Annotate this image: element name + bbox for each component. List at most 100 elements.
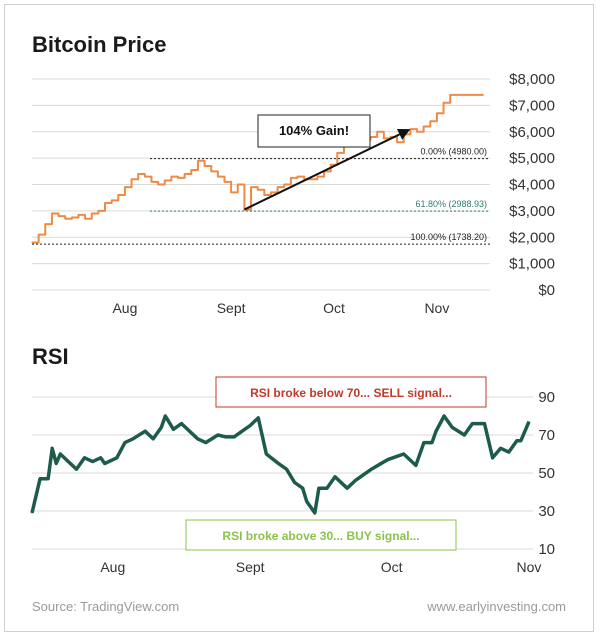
data-point xyxy=(508,451,510,453)
chart-frame xyxy=(4,4,594,632)
data-point xyxy=(83,457,86,459)
data-point xyxy=(483,423,486,425)
data-point xyxy=(270,191,272,194)
fib-0-label: 0.00% (4980.00) xyxy=(420,147,487,157)
data-point xyxy=(257,189,259,191)
data-point xyxy=(210,170,212,172)
y-tick-label: $4,000 xyxy=(509,177,555,194)
series-line xyxy=(30,414,531,515)
data-point xyxy=(164,415,166,417)
data-point xyxy=(442,102,445,104)
data-point xyxy=(386,459,389,461)
y-tick-label: 70 xyxy=(538,427,555,444)
data-point xyxy=(383,137,385,139)
data-point xyxy=(471,423,473,425)
data-point xyxy=(51,212,53,215)
x-tick-label: Nov xyxy=(424,300,449,316)
data-point xyxy=(265,453,267,455)
data-point xyxy=(283,183,285,186)
data-point xyxy=(396,141,398,143)
sell-signal-text: RSI broke below 70... SELL signal... xyxy=(250,386,452,400)
data-point xyxy=(306,500,308,503)
data-point xyxy=(152,438,154,440)
data-point xyxy=(51,447,53,449)
data-point xyxy=(31,241,33,244)
data-point xyxy=(160,426,162,428)
y-tick-label: 50 xyxy=(538,465,555,482)
data-point xyxy=(423,125,425,128)
data-point xyxy=(144,175,146,178)
y-tick-label: 30 xyxy=(538,503,555,520)
data-point xyxy=(64,218,66,220)
data-point xyxy=(92,461,94,463)
data-point xyxy=(205,442,207,444)
y-tick-label: $0 xyxy=(538,282,555,299)
data-point xyxy=(38,234,40,236)
y-tick-label: $3,000 xyxy=(509,203,555,220)
data-point xyxy=(520,440,522,442)
data-point xyxy=(77,214,80,216)
data-point xyxy=(482,94,484,96)
data-point xyxy=(170,175,172,178)
data-point xyxy=(47,478,49,480)
data-point xyxy=(456,94,458,96)
data-point xyxy=(190,169,192,171)
data-point xyxy=(237,183,239,186)
data-point xyxy=(223,181,226,183)
x-tick-label: Nov xyxy=(517,559,542,575)
data-point xyxy=(233,436,235,438)
data-point xyxy=(462,94,465,96)
data-point xyxy=(137,173,139,175)
data-point xyxy=(476,94,478,96)
data-point xyxy=(334,476,336,478)
data-point xyxy=(354,480,356,482)
sell-signal-box xyxy=(215,376,487,408)
data-point xyxy=(197,438,199,440)
data-point xyxy=(197,160,199,162)
data-point xyxy=(436,112,438,114)
data-point xyxy=(203,165,206,167)
data-point xyxy=(296,175,299,178)
rsi-series xyxy=(30,414,531,515)
data-point xyxy=(294,481,296,484)
gain-callout-box xyxy=(257,114,371,148)
data-point xyxy=(75,468,78,470)
data-point xyxy=(429,120,431,122)
data-point xyxy=(516,440,518,442)
price-series xyxy=(31,93,484,244)
data-point xyxy=(435,430,437,432)
data-point xyxy=(39,478,41,480)
data-point xyxy=(290,177,292,179)
x-tick-label: Oct xyxy=(323,300,345,316)
data-point xyxy=(116,457,118,459)
site-text: www.earlyinvesting.com xyxy=(426,599,566,614)
data-point xyxy=(469,94,471,96)
y-tick-label: $7,000 xyxy=(509,97,555,114)
data-point xyxy=(330,164,332,166)
y-tick-label: $8,000 xyxy=(509,71,555,88)
data-point xyxy=(100,457,102,459)
data-point xyxy=(31,512,33,514)
data-point xyxy=(97,210,99,212)
data-point xyxy=(443,415,445,417)
gain-callout-text: 104% Gain! xyxy=(279,123,349,138)
y-tick-label: $2,000 xyxy=(509,229,555,246)
data-point xyxy=(416,131,418,133)
data-point xyxy=(150,181,153,183)
data-point xyxy=(451,426,453,428)
data-point xyxy=(124,186,126,188)
data-point xyxy=(277,462,280,465)
data-point xyxy=(104,462,106,465)
data-point xyxy=(241,430,243,432)
data-point xyxy=(479,423,482,425)
source-text: Source: TradingView.com xyxy=(32,599,179,614)
data-point xyxy=(44,223,46,225)
data-point xyxy=(250,186,252,188)
y-tick-label: $5,000 xyxy=(509,150,555,167)
gain-arrow-head xyxy=(396,128,411,140)
data-point xyxy=(172,428,175,430)
data-point xyxy=(217,434,219,436)
data-point xyxy=(376,131,378,133)
rsi-chart-title: RSI xyxy=(32,344,69,369)
